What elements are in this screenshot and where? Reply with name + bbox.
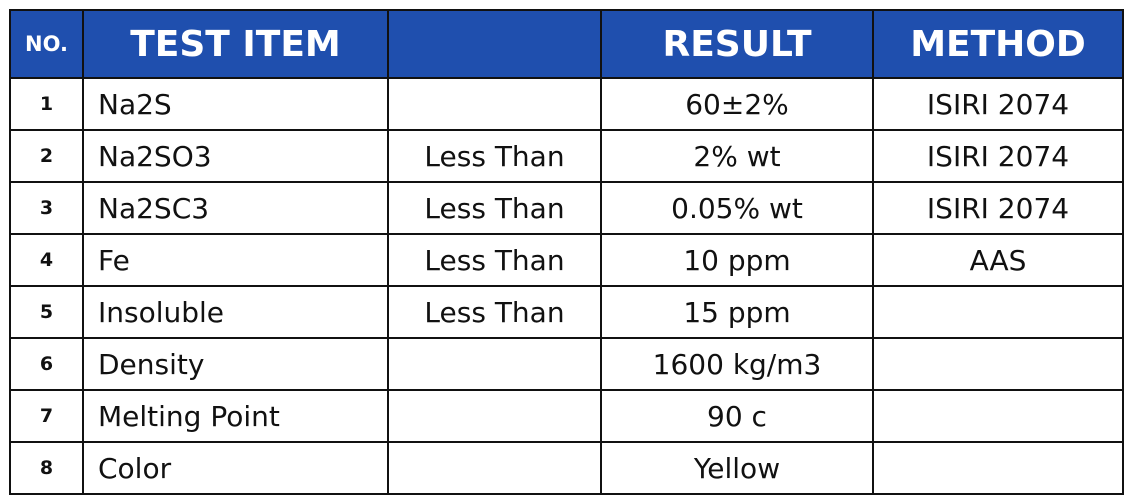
cell-method: ISIRI 2074 bbox=[872, 181, 1124, 235]
cell-item: Color bbox=[82, 441, 389, 495]
cell-result: Yellow bbox=[600, 441, 874, 495]
header-cell: METHOD bbox=[872, 9, 1124, 79]
cell-no: 6 bbox=[9, 337, 84, 391]
table-header: NO. TEST ITEM RESULT METHOD bbox=[9, 9, 1124, 79]
table-row: 5 Insoluble Less Than 15 ppm bbox=[9, 285, 1124, 339]
cell-result: 90 c bbox=[600, 389, 874, 443]
header-cell: NO. bbox=[9, 9, 84, 79]
cell-item: Density bbox=[82, 337, 389, 391]
table-row: 6 Density 1600 kg/m3 bbox=[9, 337, 1124, 391]
cell-item: Melting Point bbox=[82, 389, 389, 443]
table-row: 3 Na2SC3 Less Than 0.05% wt ISIRI 2074 bbox=[9, 181, 1124, 235]
cell-method: ISIRI 2074 bbox=[872, 77, 1124, 131]
cell-method bbox=[872, 337, 1124, 391]
header-cell: RESULT bbox=[600, 9, 874, 79]
cell-result: 60±2% bbox=[600, 77, 874, 131]
cell-qualifier bbox=[387, 389, 602, 443]
cell-no: 3 bbox=[9, 181, 84, 235]
cell-qualifier bbox=[387, 337, 602, 391]
cell-qualifier: Less Than bbox=[387, 285, 602, 339]
cell-qualifier: Less Than bbox=[387, 233, 602, 287]
cell-result: 10 ppm bbox=[600, 233, 874, 287]
table-row: 4 Fe Less Than 10 ppm AAS bbox=[9, 233, 1124, 287]
table-body: 1 Na2S 60±2% ISIRI 2074 2 Na2SO3 Less Than 2% w… bbox=[9, 77, 1124, 495]
cell-item: Na2S bbox=[82, 77, 389, 131]
cell-method: AAS bbox=[872, 233, 1124, 287]
cell-qualifier: Less Than bbox=[387, 181, 602, 235]
table-row: 8 Color Yellow bbox=[9, 441, 1124, 495]
cell-item: Na2SC3 bbox=[82, 181, 389, 235]
table-row: 2 Na2SO3 Less Than 2% wt ISIRI 2074 bbox=[9, 129, 1124, 183]
cell-no: 5 bbox=[9, 285, 84, 339]
cell-method bbox=[872, 441, 1124, 495]
cell-no: 4 bbox=[9, 233, 84, 287]
cell-no: 8 bbox=[9, 441, 84, 495]
header-cell: TEST ITEM bbox=[82, 9, 389, 79]
cell-no: 2 bbox=[9, 129, 84, 183]
cell-result: 15 ppm bbox=[600, 285, 874, 339]
cell-result: 2% wt bbox=[600, 129, 874, 183]
table-row: 1 Na2S 60±2% ISIRI 2074 bbox=[9, 77, 1124, 131]
cell-result: 1600 kg/m3 bbox=[600, 337, 874, 391]
cell-item: Insoluble bbox=[82, 285, 389, 339]
cell-no: 1 bbox=[9, 77, 84, 131]
cell-no: 7 bbox=[9, 389, 84, 443]
cell-qualifier: Less Than bbox=[387, 129, 602, 183]
header-cell bbox=[387, 9, 602, 79]
cell-qualifier bbox=[387, 441, 602, 495]
cell-method bbox=[872, 285, 1124, 339]
cell-item: Na2SO3 bbox=[82, 129, 389, 183]
table-row: 7 Melting Point 90 c bbox=[9, 389, 1124, 443]
cell-qualifier bbox=[387, 77, 602, 131]
cell-method: ISIRI 2074 bbox=[872, 129, 1124, 183]
cell-item: Fe bbox=[82, 233, 389, 287]
cell-method bbox=[872, 389, 1124, 443]
header-row: NO. TEST ITEM RESULT METHOD bbox=[9, 9, 1124, 79]
cell-result: 0.05% wt bbox=[600, 181, 874, 235]
results-table: NO. TEST ITEM RESULT METHOD 1 Na2S 60±2% IS… bbox=[9, 9, 1124, 495]
